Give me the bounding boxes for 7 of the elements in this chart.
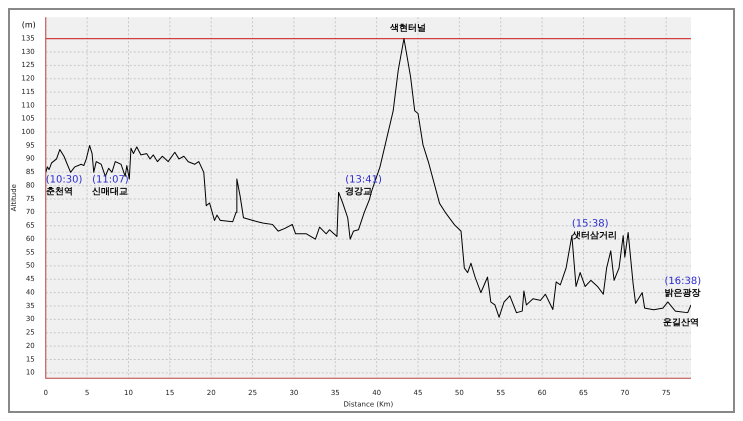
annotation: 색현터널	[388, 24, 426, 34]
annotation: (10:30) 춘천역	[46, 174, 82, 197]
annotation: (16:38) 밝은광장	[664, 276, 702, 298]
annotation: (11:07) 신매대교	[92, 174, 129, 197]
annotation: (15:38) 샛터삼거리	[570, 218, 617, 241]
text: (m)	[22, 20, 36, 30]
annotation: 운길산역	[662, 318, 699, 328]
